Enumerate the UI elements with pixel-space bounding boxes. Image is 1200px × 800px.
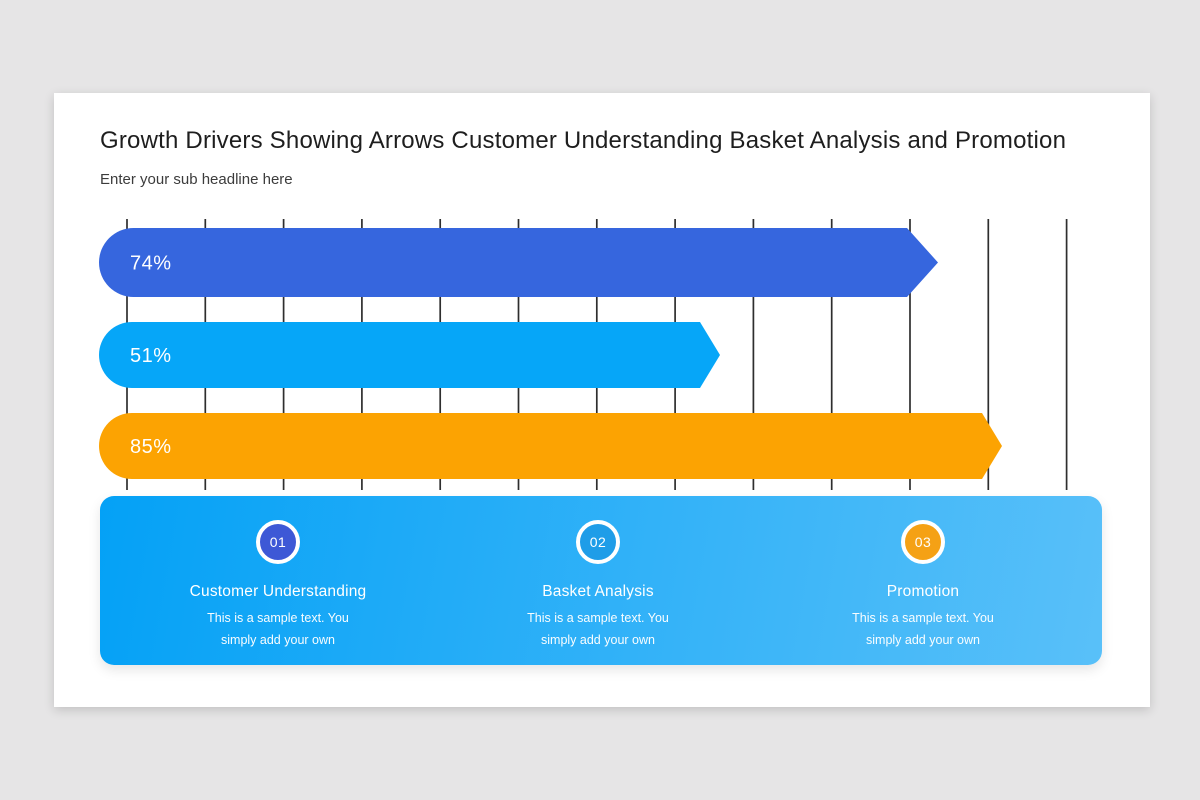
legend-item-title: Customer Understanding — [189, 583, 367, 600]
description-line: This is a sample text. You — [527, 611, 669, 625]
bar-value-label: 85% — [130, 436, 172, 458]
legend-item-title: Promotion — [886, 583, 960, 600]
description-line: simply add your own — [866, 632, 980, 647]
slide-card: Growth Drivers Showing Arrows Customer U… — [54, 93, 1150, 707]
legend-item-promotion: 03 Promotion This is a sample text. You … — [773, 496, 1073, 665]
description-line: This is a sample text. You — [207, 611, 349, 625]
legend-item-description: This is a sample text. You simply add yo… — [207, 608, 349, 651]
growth-bars-chart: 74% 51% 85% — [99, 219, 1068, 490]
growth-bar-2 — [99, 322, 720, 388]
growth-bar-1 — [99, 228, 938, 297]
bar-value-label: 51% — [130, 345, 172, 367]
step-badge-01: 01 — [256, 520, 300, 564]
legend-item-basket-analysis: 02 Basket Analysis This is a sample text… — [448, 496, 748, 665]
growth-bar-3 — [99, 413, 1002, 479]
step-badge-03: 03 — [901, 520, 945, 564]
description-line: This is a sample text. You — [852, 611, 994, 625]
legend-panel: 01 Customer Understanding This is a samp… — [100, 496, 1102, 665]
page-title: Growth Drivers Showing Arrows Customer U… — [100, 127, 1067, 154]
bar-value-label: 74% — [130, 253, 172, 275]
description-line: simply add your own — [221, 632, 335, 647]
legend-item-title: Basket Analysis — [542, 583, 654, 600]
step-badge-02: 02 — [576, 520, 620, 564]
legend-item-description: This is a sample text. You simply add yo… — [852, 608, 994, 651]
description-line: simply add your own — [541, 632, 655, 647]
page-subtitle: Enter your sub headline here — [100, 171, 293, 188]
step-number: 01 — [269, 534, 287, 550]
legend-item-description: This is a sample text. You simply add yo… — [527, 608, 669, 651]
step-number: 03 — [914, 534, 932, 550]
legend-item-customer-understanding: 01 Customer Understanding This is a samp… — [128, 496, 428, 665]
step-number: 02 — [589, 534, 607, 550]
